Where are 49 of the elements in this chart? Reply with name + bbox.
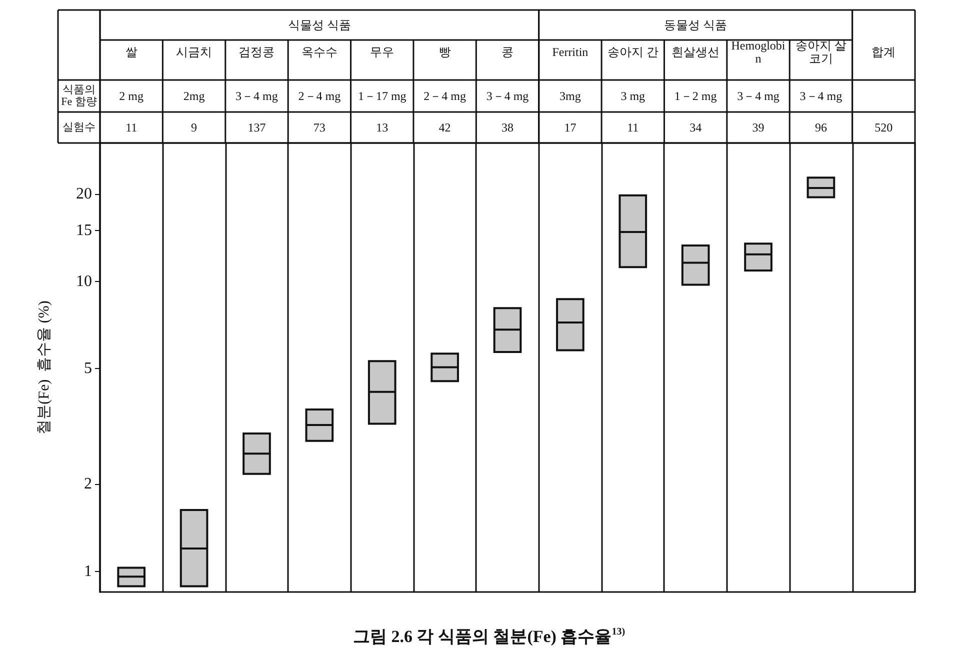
x-tick-label: 검정콩	[238, 45, 275, 59]
text: 3mg	[560, 89, 581, 103]
text: 17	[564, 120, 576, 134]
text: 3 mg	[620, 89, 646, 103]
x-tick-label: 콩	[502, 45, 514, 59]
y-tick-label: 20	[76, 186, 92, 203]
y-axis-title: 철분(Fe) 흡수율 (%)	[36, 300, 52, 434]
text: 38	[502, 120, 514, 134]
text: 39	[752, 120, 764, 134]
x-tick-label: Ferritin	[552, 45, 588, 59]
text: 520	[874, 120, 893, 134]
x-tick-label: Hemoglobin	[731, 38, 786, 66]
text: 식물성 식품	[288, 18, 351, 32]
text: 137	[248, 120, 266, 134]
text: 11	[627, 120, 639, 134]
text: 9	[191, 120, 198, 134]
y-tick-label: 2	[84, 476, 92, 493]
text: 식품의Fe 함량	[61, 84, 97, 108]
x-tick-label: 쌀	[125, 45, 138, 59]
x-tick-label: 송아지 간	[607, 45, 658, 59]
text: 3－4 mg	[737, 89, 780, 103]
text: 13	[376, 120, 388, 134]
text: 동물성 식품	[664, 18, 728, 32]
y-tick-label: 10	[76, 272, 92, 290]
text: 실험수	[62, 122, 96, 134]
text: 2 mg	[119, 89, 144, 103]
text: 34	[690, 120, 702, 134]
x-tick-label: 송아지 살코기	[795, 38, 846, 66]
text: 3－4 mg	[800, 89, 842, 103]
y-tick-label: 5	[84, 360, 92, 378]
x-tick-label: 무우	[370, 45, 394, 59]
text: 42	[438, 120, 451, 134]
text: 3－4 mg	[236, 89, 278, 103]
y-tick-label: 1	[84, 563, 92, 580]
x-tick-label: 합계	[872, 45, 896, 59]
x-tick-label: 흰살생선	[672, 45, 720, 59]
text: 96	[814, 120, 827, 134]
text: 1－17 mg	[358, 89, 406, 103]
text: 2－4 mg	[424, 89, 466, 103]
text: 73	[313, 120, 326, 134]
text: 1－2 mg	[674, 89, 717, 103]
text: 11	[126, 120, 138, 134]
x-tick-label: 빵	[438, 45, 451, 59]
x-tick-label: 옥수수	[301, 45, 338, 59]
text: 3－4 mg	[486, 89, 529, 103]
text: 2mg	[183, 89, 205, 103]
text: 2－4 mg	[298, 89, 341, 103]
y-tick-label: 15	[76, 222, 92, 239]
x-tick-label: 시금치	[176, 45, 212, 59]
